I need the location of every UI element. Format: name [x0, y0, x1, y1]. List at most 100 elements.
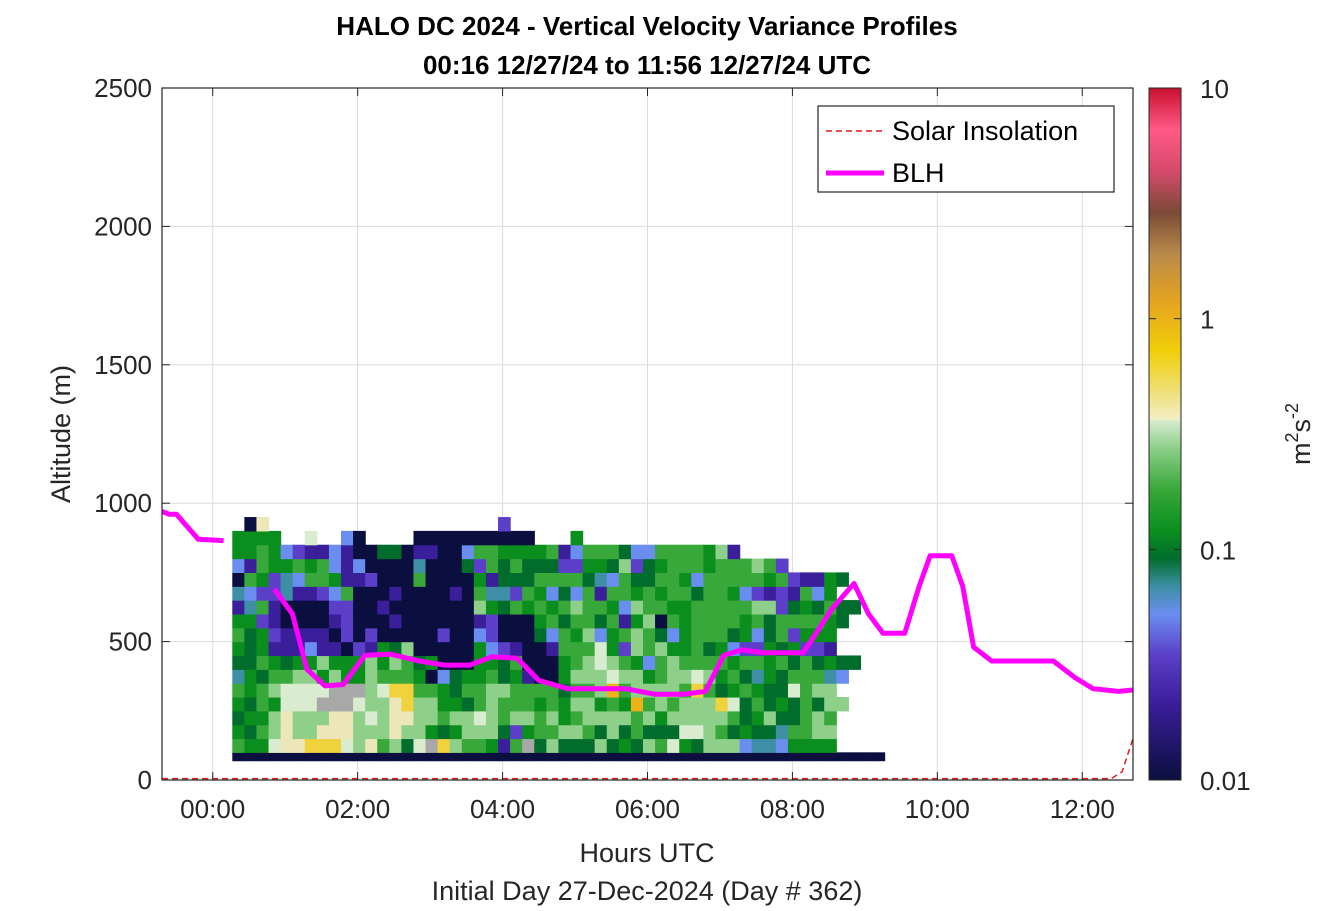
- heatmap-cell: [606, 738, 620, 753]
- heatmap-cell: [824, 696, 837, 712]
- heatmap-cell: [775, 669, 789, 684]
- heatmap-cell: [570, 627, 584, 643]
- heatmap-cell: [437, 586, 451, 601]
- heatmap-cell: [582, 710, 596, 726]
- heatmap-cell: [365, 586, 378, 601]
- heatmap-cell: [606, 710, 620, 726]
- heatmap-cell: [558, 641, 572, 657]
- heatmap-cell: [244, 544, 258, 560]
- heatmap-cell: [655, 752, 668, 762]
- heatmap-cell: [618, 752, 632, 762]
- heatmap-cell: [473, 641, 487, 657]
- heatmap-cell: [534, 655, 547, 670]
- heatmap-cell: [485, 600, 499, 615]
- heatmap-cell: [341, 613, 354, 629]
- heatmap-cells: [232, 517, 886, 762]
- heatmap-cell: [667, 696, 680, 712]
- heatmap-cell: [715, 627, 729, 643]
- heatmap-cell: [642, 613, 656, 629]
- heatmap-cell: [510, 544, 523, 560]
- y-tick-label: 0: [138, 765, 152, 795]
- heatmap-cell: [848, 752, 862, 762]
- heatmap-cell: [679, 627, 692, 643]
- heatmap-cell: [836, 572, 849, 587]
- heatmap-cell: [256, 683, 270, 698]
- heatmap-cell: [304, 752, 318, 762]
- heatmap-cell: [594, 586, 608, 601]
- heatmap-cell: [353, 530, 366, 546]
- heatmap-cell: [703, 627, 717, 643]
- heatmap-cell: [691, 724, 704, 740]
- heatmap-cell: [618, 641, 632, 657]
- heatmap-cell: [800, 752, 813, 762]
- heatmap-cell: [522, 613, 535, 629]
- heatmap-cell: [353, 544, 366, 560]
- heatmap-cell: [328, 641, 342, 657]
- heatmap-cell: [582, 724, 596, 740]
- heatmap-cell: [316, 613, 330, 629]
- heatmap-cell: [582, 586, 596, 601]
- heatmap-cell: [606, 572, 620, 587]
- colorbar: 0.01 0.1 1 10 m2s-2: [1148, 74, 1316, 796]
- heatmap-cell: [280, 641, 294, 657]
- heatmap-cell: [377, 738, 390, 753]
- heatmap-cell: [763, 627, 777, 643]
- heatmap-cell: [401, 627, 415, 643]
- heatmap-cell: [630, 600, 644, 615]
- heatmap-cell: [522, 558, 535, 573]
- heatmap-cell: [606, 724, 620, 740]
- heatmap-cell: [244, 669, 258, 684]
- heatmap-cell: [328, 655, 342, 670]
- heatmap-cell: [727, 558, 741, 573]
- heatmap-cell: [824, 655, 837, 670]
- heatmap-cell: [268, 710, 282, 726]
- heatmap-cell: [812, 655, 825, 670]
- heatmap-cell: [739, 572, 753, 587]
- heatmap-cell: [316, 641, 330, 657]
- heatmap-cell: [546, 600, 560, 615]
- heatmap-cell: [485, 696, 499, 712]
- heatmap-cell: [812, 572, 825, 587]
- heatmap-cell: [642, 572, 656, 587]
- heatmap-cell: [328, 572, 342, 587]
- heatmap-cell: [425, 724, 439, 740]
- heatmap-cell: [594, 641, 608, 657]
- heatmap-cell: [473, 558, 487, 573]
- heatmap-cell: [510, 710, 523, 726]
- heatmap-cell: [715, 600, 729, 615]
- heatmap-cell: [389, 544, 403, 560]
- heatmap-cell: [679, 710, 692, 726]
- heatmap-cell: [775, 710, 789, 726]
- heatmap-cell: [727, 738, 741, 753]
- heatmap-cell: [365, 600, 378, 615]
- heatmap-cell: [449, 544, 463, 560]
- heatmap-cell: [316, 710, 330, 726]
- heatmap-cell: [800, 696, 813, 712]
- heatmap-cell: [232, 627, 245, 643]
- heatmap-cell: [473, 724, 487, 740]
- heatmap-cell: [642, 627, 656, 643]
- heatmap-cell: [485, 752, 499, 762]
- heatmap-cell: [703, 738, 717, 753]
- heatmap-cell: [727, 696, 741, 712]
- heatmap-cell: [703, 544, 717, 560]
- heatmap-cell: [389, 586, 403, 601]
- heatmap-cell: [655, 627, 668, 643]
- heatmap-cell: [655, 655, 668, 670]
- heatmap-cell: [256, 738, 270, 753]
- heatmap-cell: [510, 558, 523, 573]
- heatmap-cell: [642, 752, 656, 762]
- heatmap-cell: [280, 655, 294, 670]
- heatmap-cell: [618, 572, 632, 587]
- heatmap-cell: [824, 683, 837, 698]
- heatmap-cell: [534, 752, 547, 762]
- heatmap-cell: [328, 724, 342, 740]
- heatmap-cell: [800, 710, 813, 726]
- heatmap-cell: [292, 558, 306, 573]
- heatmap-cell: [715, 586, 729, 601]
- heatmap-cell: [485, 683, 499, 698]
- heatmap-cell: [824, 586, 837, 601]
- heatmap-cell: [449, 572, 463, 587]
- y-tick-label: 1500: [94, 350, 152, 380]
- heatmap-cell: [268, 738, 282, 753]
